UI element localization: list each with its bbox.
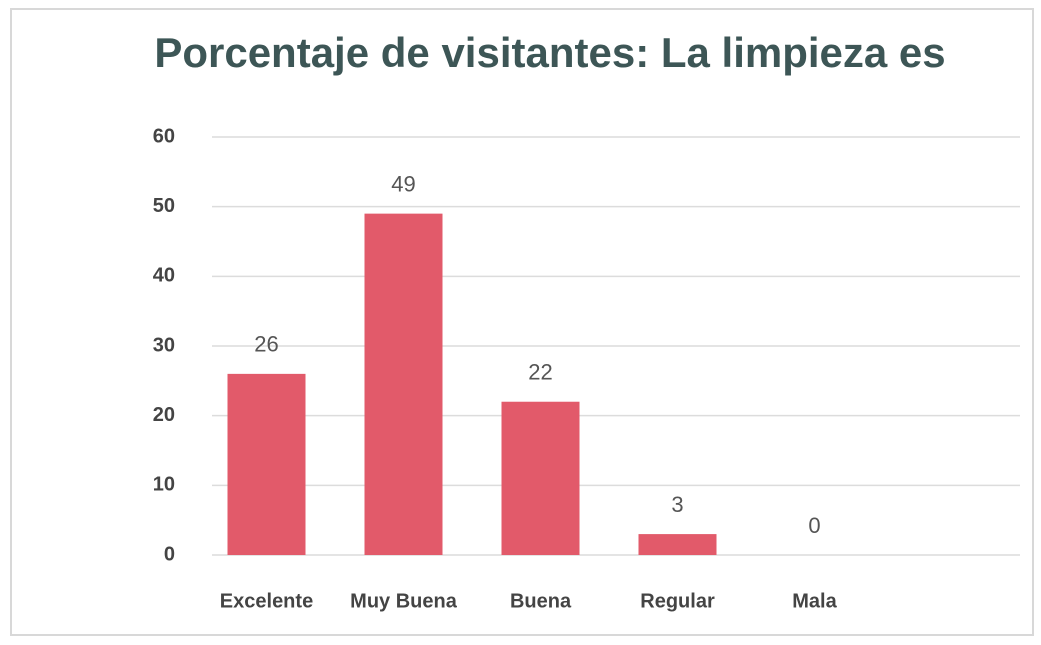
chart-frame [10, 8, 1034, 636]
x-tick-label: Mala [792, 590, 837, 612]
bar [364, 213, 443, 555]
bar [227, 373, 306, 555]
y-tick-label: 40 [153, 265, 175, 287]
x-tick-label: Excelente [220, 590, 313, 612]
chart-title: Porcentaje de visitantes: La limpieza es [154, 29, 946, 76]
y-tick-label: 20 [153, 404, 175, 426]
x-tick-label: Muy Buena [350, 590, 458, 612]
data-label: 26 [254, 332, 278, 357]
y-tick-label: 30 [153, 334, 175, 356]
data-label: 49 [391, 171, 415, 196]
data-label: 22 [528, 360, 552, 385]
y-tick-label: 0 [164, 543, 175, 565]
y-tick-label: 50 [153, 195, 175, 217]
data-label: 3 [671, 492, 683, 517]
y-tick-label: 10 [153, 474, 175, 496]
x-tick-label: Regular [640, 590, 715, 612]
x-tick-label: Buena [510, 590, 572, 612]
bar [638, 534, 717, 555]
y-tick-label: 60 [153, 125, 175, 147]
bar [501, 401, 580, 555]
data-label: 0 [808, 513, 820, 538]
